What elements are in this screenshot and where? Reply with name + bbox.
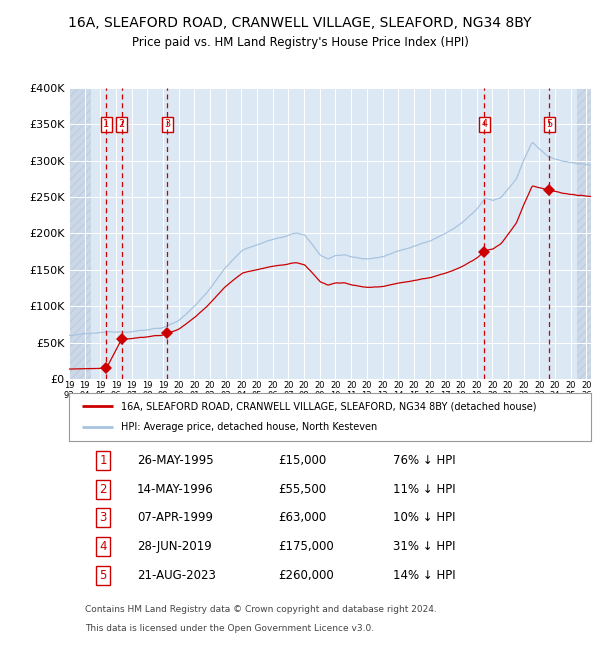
Text: £175,000: £175,000 bbox=[278, 540, 334, 553]
Text: 4: 4 bbox=[99, 540, 107, 553]
Text: 3: 3 bbox=[99, 512, 107, 525]
Text: 16A, SLEAFORD ROAD, CRANWELL VILLAGE, SLEAFORD, NG34 8BY: 16A, SLEAFORD ROAD, CRANWELL VILLAGE, SL… bbox=[68, 16, 532, 31]
Text: Contains HM Land Registry data © Crown copyright and database right 2024.: Contains HM Land Registry data © Crown c… bbox=[85, 605, 436, 614]
Text: 31% ↓ HPI: 31% ↓ HPI bbox=[392, 540, 455, 553]
Text: 5: 5 bbox=[546, 119, 553, 129]
Text: 11% ↓ HPI: 11% ↓ HPI bbox=[392, 482, 455, 495]
Text: 1: 1 bbox=[99, 454, 107, 467]
Bar bbox=[577, 88, 591, 379]
Text: 2: 2 bbox=[119, 119, 125, 129]
Text: 16A, SLEAFORD ROAD, CRANWELL VILLAGE, SLEAFORD, NG34 8BY (detached house): 16A, SLEAFORD ROAD, CRANWELL VILLAGE, SL… bbox=[121, 402, 537, 411]
Text: £55,500: £55,500 bbox=[278, 482, 326, 495]
Text: 4: 4 bbox=[481, 119, 487, 129]
Text: 2: 2 bbox=[99, 482, 107, 495]
Text: This data is licensed under the Open Government Licence v3.0.: This data is licensed under the Open Gov… bbox=[85, 624, 374, 633]
Bar bbox=[69, 88, 91, 379]
Text: 10% ↓ HPI: 10% ↓ HPI bbox=[392, 512, 455, 525]
Text: 21-AUG-2023: 21-AUG-2023 bbox=[137, 569, 216, 582]
Text: £15,000: £15,000 bbox=[278, 454, 326, 467]
Text: Price paid vs. HM Land Registry's House Price Index (HPI): Price paid vs. HM Land Registry's House … bbox=[131, 36, 469, 49]
Text: 07-APR-1999: 07-APR-1999 bbox=[137, 512, 213, 525]
Bar bbox=[577, 88, 591, 379]
Text: £63,000: £63,000 bbox=[278, 512, 326, 525]
Bar bbox=[69, 88, 91, 379]
Text: 28-JUN-2019: 28-JUN-2019 bbox=[137, 540, 212, 553]
Text: 14% ↓ HPI: 14% ↓ HPI bbox=[392, 569, 455, 582]
Text: 1: 1 bbox=[103, 119, 110, 129]
Text: HPI: Average price, detached house, North Kesteven: HPI: Average price, detached house, Nort… bbox=[121, 422, 377, 432]
Text: 14-MAY-1996: 14-MAY-1996 bbox=[137, 482, 214, 495]
Text: 3: 3 bbox=[164, 119, 170, 129]
Text: 5: 5 bbox=[99, 569, 107, 582]
Text: 76% ↓ HPI: 76% ↓ HPI bbox=[392, 454, 455, 467]
Text: £260,000: £260,000 bbox=[278, 569, 334, 582]
Text: 26-MAY-1995: 26-MAY-1995 bbox=[137, 454, 214, 467]
